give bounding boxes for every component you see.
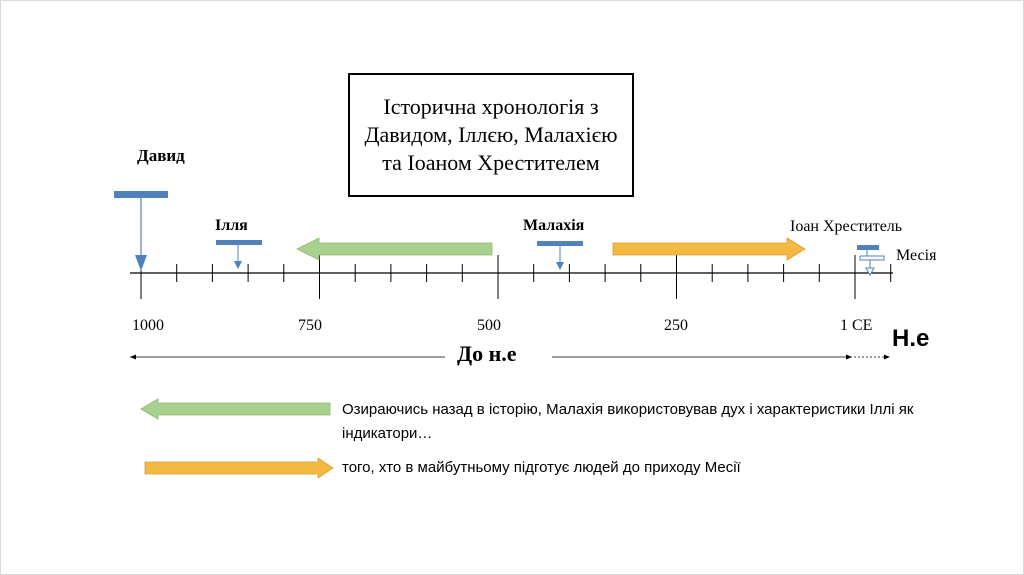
malachi-pointer-arrow	[556, 262, 564, 270]
malachi-marker	[537, 241, 583, 246]
timeline-ticks	[140, 255, 892, 299]
era-bc-left-arrowhead	[130, 354, 136, 360]
axis-label-1000: 1000	[132, 317, 164, 334]
axis-label-750: 750	[298, 317, 322, 334]
david-label: Давид	[137, 146, 185, 165]
timeline-orange-arrow	[612, 237, 806, 261]
legend-green-text: Озираючись назад в історію, Малахія вико…	[342, 401, 914, 442]
messiah-marker	[859, 255, 885, 261]
legend-orange-text: того, хто в майбутньому підготує людей д…	[342, 459, 741, 476]
elijah-marker	[216, 240, 262, 245]
john-marker	[857, 245, 879, 250]
david-pointer-arrow	[135, 255, 147, 271]
messiah-label: Месія	[896, 247, 937, 264]
axis-label-500: 500	[477, 317, 501, 334]
era-bc-right-arrowhead	[846, 354, 852, 360]
david-marker	[114, 191, 168, 198]
diagram-title: Історична хронологія з Давидом, Іллєю, М…	[364, 94, 618, 175]
axis-label-1ce: 1 CE	[840, 317, 873, 334]
elijah-label: Ілля	[215, 217, 248, 234]
title-box: Історична хронологія з Давидом, Іллєю, М…	[348, 73, 634, 197]
legend-orange-arrow	[144, 457, 334, 479]
legend-green-arrow	[140, 398, 331, 420]
malachi-label: Малахія	[523, 217, 585, 234]
timeline-green-arrow	[296, 237, 493, 261]
elijah-pointer-arrow	[234, 261, 242, 269]
era-ad-label: Н.е	[892, 325, 930, 352]
messiah-pointer-arrow	[865, 267, 875, 277]
john-label: Іоан Хреститель	[790, 218, 903, 235]
era-bc-label: До н.е	[457, 341, 517, 366]
axis-label-250: 250	[664, 317, 688, 334]
era-ad-arrowhead	[884, 354, 890, 360]
